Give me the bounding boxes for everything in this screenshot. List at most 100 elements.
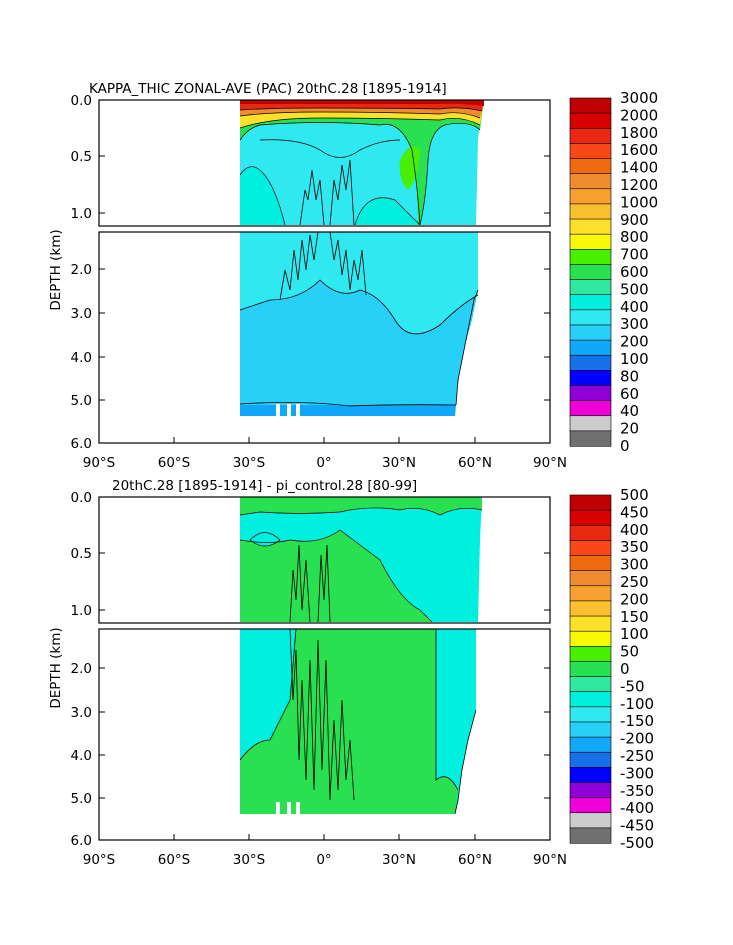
colorbar-level-label: -400	[620, 799, 654, 817]
colorbar-swatch	[569, 324, 612, 341]
colorbar-swatch	[569, 736, 612, 753]
colorbar-swatch	[569, 615, 612, 632]
colorbar-swatch	[569, 494, 612, 511]
y-tick-label: 0.5	[71, 149, 92, 165]
colorbar-swatch	[569, 415, 612, 432]
colorbar-level-label: 1400	[620, 159, 658, 177]
colorbar-swatch	[569, 812, 612, 829]
colorbar-level-label: 250	[620, 573, 649, 591]
colorbar-level-label: 900	[620, 211, 649, 229]
colorbar-level-label: 2000	[620, 106, 658, 124]
panel-2-upper-frame	[98, 496, 551, 624]
colorbar-level-label: 1000	[620, 193, 658, 211]
y-tick-label: 6.0	[71, 436, 92, 452]
panel-2: 20thC.28 [1895-1914] - pi_control.28 [80…	[48, 478, 654, 868]
colorbar-swatch	[569, 600, 612, 617]
colorbar-swatch	[569, 400, 612, 417]
colorbar-swatch	[569, 354, 612, 371]
colorbar-swatch	[569, 630, 612, 647]
colorbar-level-label: 400	[620, 521, 649, 539]
colorbar-level-label: -150	[620, 712, 654, 730]
colorbar-level-label: 800	[620, 228, 649, 246]
colorbar-level-label: -500	[620, 834, 654, 852]
colorbar-swatch	[569, 585, 612, 602]
x-tick-label: 30°N	[382, 455, 416, 471]
colorbar-level-label: 200	[620, 590, 649, 608]
colorbar-level-label: 20	[620, 420, 639, 438]
colorbar-swatch	[569, 721, 612, 738]
colorbar-level-label: -450	[620, 817, 654, 835]
y-tick-label: 5.0	[71, 393, 92, 409]
x-tick-label: 60°N	[458, 852, 492, 868]
colorbar-level-label: 3000	[620, 89, 658, 107]
colorbar-swatch	[569, 706, 612, 723]
panel-2-tick-marks	[98, 496, 551, 840]
colorbar-swatch	[569, 385, 612, 402]
colorbar-level-label: -350	[620, 782, 654, 800]
y-tick-label: 6.0	[71, 833, 92, 849]
colorbar-swatch	[569, 264, 612, 281]
colorbar-level-label: 500	[620, 486, 649, 504]
x-tick-label: 60°N	[458, 455, 492, 471]
colorbar-level-label: 600	[620, 263, 649, 281]
panel-2-title: 20thC.28 [1895-1914] - pi_control.28 [80…	[112, 478, 417, 494]
colorbar-swatch	[569, 158, 612, 175]
colorbar-swatch	[569, 782, 612, 799]
colorbar-swatch	[569, 203, 612, 220]
colorbar-swatch	[569, 188, 612, 205]
colorbar-swatch	[569, 691, 612, 708]
colorbar-level-label: -250	[620, 747, 654, 765]
colorbar-swatch	[569, 430, 612, 447]
colorbar-level-label: 0	[620, 437, 630, 455]
colorbar-level-label: 300	[620, 315, 649, 333]
colorbar-swatch	[569, 676, 612, 693]
colorbar-swatch	[569, 370, 612, 387]
y-tick-label: 3.0	[71, 306, 92, 322]
colorbar-level-label: 0	[620, 660, 630, 678]
colorbar-level-label: 700	[620, 246, 649, 264]
panel-1-colorbar: 3000200018001600140012001000900800700600…	[569, 89, 658, 455]
x-tick-label: 90°N	[533, 455, 567, 471]
colorbar-swatch	[569, 751, 612, 768]
colorbar-swatch	[569, 555, 612, 572]
colorbar-level-label: -300	[620, 764, 654, 782]
colorbar-level-label: 1600	[620, 141, 658, 159]
y-tick-label: 0.0	[71, 490, 92, 506]
colorbar-swatch	[569, 233, 612, 250]
x-tick-label: 60°S	[158, 455, 191, 471]
x-tick-label: 90°S	[83, 455, 116, 471]
colorbar-swatch	[569, 309, 612, 326]
colorbar-level-label: 300	[620, 556, 649, 574]
colorbar-level-label: 400	[620, 298, 649, 316]
x-tick-label: 0°	[316, 852, 331, 868]
panel-1-tick-marks	[98, 99, 551, 443]
panel-2-lower-field	[239, 629, 477, 815]
colorbar-level-label: 200	[620, 333, 649, 351]
x-tick-label: 90°N	[533, 852, 567, 868]
panel-2-colorbar: 500450400350300250200150100500-50-100-15…	[569, 486, 654, 852]
y-tick-label: 4.0	[71, 350, 92, 366]
y-tick-label: 4.0	[71, 748, 92, 764]
panel-2-y-axis-label: DEPTH (km)	[48, 627, 64, 708]
panel-1-title: KAPPA_THIC ZONAL-AVE (PAC) 20thC.28 [189…	[89, 81, 447, 97]
colorbar-swatch	[569, 509, 612, 526]
y-tick-label: 0.5	[71, 546, 92, 562]
colorbar-level-label: 50	[620, 643, 639, 661]
colorbar-swatch	[569, 540, 612, 557]
colorbar-swatch	[569, 127, 612, 144]
colorbar-swatch	[569, 97, 612, 114]
colorbar-level-label: -50	[620, 677, 645, 695]
y-tick-label: 5.0	[71, 791, 92, 807]
colorbar-level-label: 60	[620, 385, 639, 403]
y-tick-label: 0.0	[71, 93, 92, 109]
colorbar-level-label: 350	[620, 538, 649, 556]
panel-2-upper-field	[239, 497, 483, 623]
colorbar-level-label: 1200	[620, 176, 658, 194]
y-tick-label: 3.0	[71, 705, 92, 721]
colorbar-level-label: 100	[620, 350, 649, 368]
y-tick-label: 2.0	[71, 661, 92, 677]
colorbar-swatch	[569, 570, 612, 587]
colorbar-swatch	[569, 524, 612, 541]
panel-1-upper-field	[239, 100, 484, 226]
